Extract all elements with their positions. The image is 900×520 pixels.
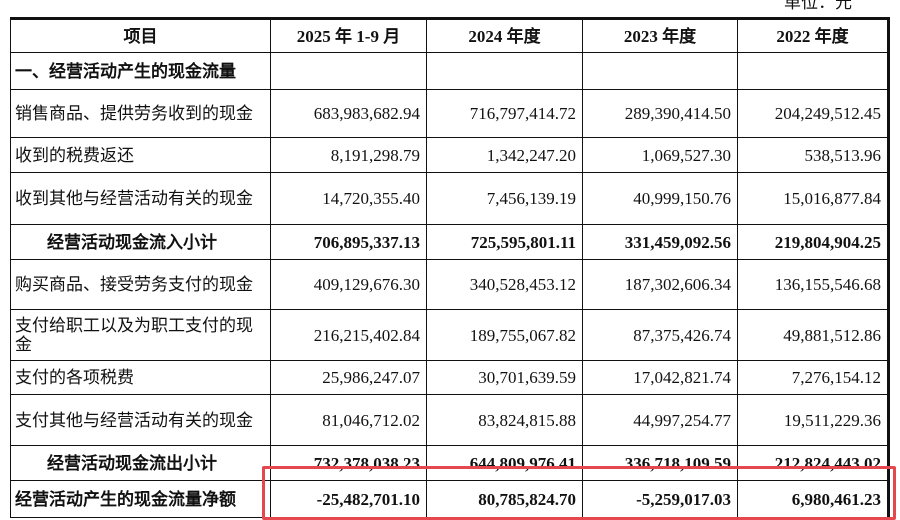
cell-value <box>582 52 738 90</box>
table-row: 收到的税费返还 8,191,298.79 1,342,247.20 1,069,527… <box>10 137 889 173</box>
column-header: 2025 年 1-9 月 <box>270 18 427 53</box>
row-label: 一、经营活动产生的现金流量 <box>10 52 271 90</box>
table-row: 销售商品、提供劳务收到的现金 683,983,682.94 716,797,414.… <box>10 89 889 138</box>
cell-value: -25,482,701.10 <box>270 480 427 518</box>
column-header: 2022 年度 <box>737 18 889 53</box>
row-label: 收到的税费返还 <box>10 137 271 173</box>
table-row: 支付的各项税费 25,986,247.07 30,701,639.59 17,042,… <box>10 360 889 395</box>
table-header-row: 项目 2025 年 1-9 月 2024 年度 2023 年度 2022 年度 <box>10 18 889 53</box>
cell-value: 189,755,067.82 <box>426 309 583 361</box>
row-label: 支付的各项税费 <box>10 360 271 395</box>
column-header: 项目 <box>10 18 271 53</box>
section-row: 一、经营活动产生的现金流量 <box>10 52 889 90</box>
cell-value: 216,215,402.84 <box>270 309 427 361</box>
cell-value: 336,718,109.59 <box>582 445 738 481</box>
cell-value: 538,513.96 <box>737 137 889 173</box>
cell-value: 49,881,512.86 <box>737 309 889 361</box>
cell-value: 331,459,092.56 <box>582 224 738 260</box>
cell-value: 44,997,254.77 <box>582 394 738 446</box>
cell-value: 219,804,904.25 <box>737 224 889 260</box>
cell-value <box>737 52 889 90</box>
row-label: 购买商品、接受劳务支付的现金 <box>10 259 271 310</box>
column-header: 2023 年度 <box>582 18 738 53</box>
cell-value: 136,155,546.68 <box>737 259 889 310</box>
cell-value: 683,983,682.94 <box>270 89 427 138</box>
cell-value: 81,046,712.02 <box>270 394 427 446</box>
cell-value: 17,042,821.74 <box>582 360 738 395</box>
row-label: 经营活动现金流出小计 <box>10 445 271 481</box>
table-row: 经营活动现金流出小计 732,378,038.23 644,809,976.41 33… <box>10 445 889 481</box>
cell-value: 87,375,426.74 <box>582 309 738 361</box>
cell-value <box>426 52 583 90</box>
table-row: 支付给职工以及为职工支付的现金 216,215,402.84 189,755,067… <box>10 309 889 361</box>
cell-value: 204,249,512.45 <box>737 89 889 138</box>
cell-value: 706,895,337.13 <box>270 224 427 260</box>
cell-value: 80,785,824.70 <box>426 480 583 518</box>
table-row: 收到其他与经营活动有关的现金 14,720,355.40 7,456,139.19 4… <box>10 172 889 225</box>
cell-value: 7,276,154.12 <box>737 360 889 395</box>
cell-value: 289,390,414.50 <box>582 89 738 138</box>
cell-value <box>270 52 427 90</box>
cell-value: 14,720,355.40 <box>270 172 427 225</box>
column-header: 2024 年度 <box>426 18 583 53</box>
cell-value: 30,701,639.59 <box>426 360 583 395</box>
cell-value: 7,456,139.19 <box>426 172 583 225</box>
cell-value: 725,595,801.11 <box>426 224 583 260</box>
cell-value: 15,016,877.84 <box>737 172 889 225</box>
cell-value: 8,191,298.79 <box>270 137 427 173</box>
cell-value: 1,342,247.20 <box>426 137 583 173</box>
row-label: 经营活动产生的现金流量净额 <box>10 480 271 518</box>
cell-value: 716,797,414.72 <box>426 89 583 138</box>
table-row: 经营活动现金流入小计 706,895,337.13 725,595,801.11 33… <box>10 224 889 260</box>
cell-value: 340,528,453.12 <box>426 259 583 310</box>
row-label: 销售商品、提供劳务收到的现金 <box>10 89 271 138</box>
cell-value: 25,986,247.07 <box>270 360 427 395</box>
cell-value: 212,824,443.02 <box>737 445 889 481</box>
row-label: 支付其他与经营活动有关的现金 <box>10 394 271 446</box>
cell-value: 187,302,606.34 <box>582 259 738 310</box>
cell-value: 6,980,461.23 <box>737 480 889 518</box>
cell-value: 1,069,527.30 <box>582 137 738 173</box>
row-label: 支付给职工以及为职工支付的现金 <box>10 309 271 361</box>
cell-value: 83,824,815.88 <box>426 394 583 446</box>
cash-flow-table: 项目 2025 年 1-9 月 2024 年度 2023 年度 2022 年度 一、经营… <box>10 17 890 518</box>
cell-value: 644,809,976.41 <box>426 445 583 481</box>
cell-value: -5,259,017.03 <box>582 480 738 518</box>
cell-value: 732,378,038.23 <box>270 445 427 481</box>
table-row: 购买商品、接受劳务支付的现金 409,129,676.30 340,528,453.… <box>10 259 889 310</box>
row-label: 收到其他与经营活动有关的现金 <box>10 172 271 225</box>
row-label: 经营活动现金流入小计 <box>10 224 271 260</box>
cell-value: 40,999,150.76 <box>582 172 738 225</box>
cell-value: 19,511,229.36 <box>737 394 889 446</box>
net-cash-flow-row: 经营活动产生的现金流量净额 -25,482,701.10 80,785,824.70… <box>10 480 889 518</box>
table-row: 支付其他与经营活动有关的现金 81,046,712.02 83,824,815.88… <box>10 394 889 446</box>
cell-value: 409,129,676.30 <box>270 259 427 310</box>
unit-label: 单位：元 <box>784 0 852 12</box>
